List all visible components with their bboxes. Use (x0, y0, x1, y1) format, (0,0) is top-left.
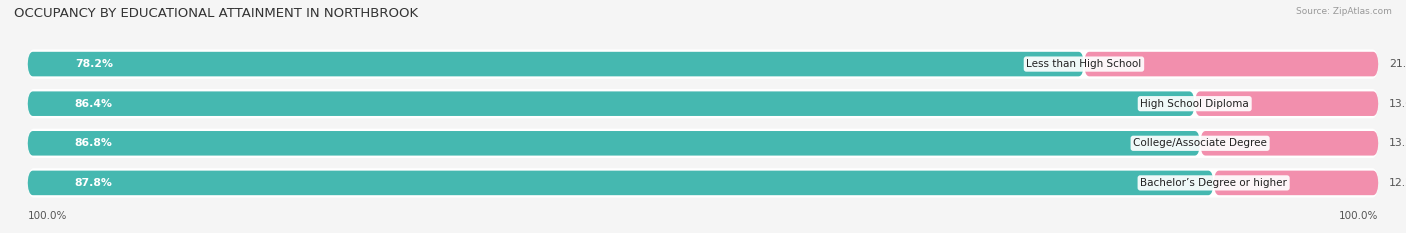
FancyBboxPatch shape (1195, 91, 1378, 116)
FancyBboxPatch shape (28, 52, 1084, 76)
Text: 13.6%: 13.6% (1389, 99, 1406, 109)
Text: 86.4%: 86.4% (75, 99, 112, 109)
Text: College/Associate Degree: College/Associate Degree (1133, 138, 1267, 148)
FancyBboxPatch shape (1213, 171, 1378, 195)
FancyBboxPatch shape (28, 131, 1201, 156)
Text: 78.2%: 78.2% (75, 59, 112, 69)
FancyBboxPatch shape (1084, 52, 1378, 76)
Text: 100.0%: 100.0% (1339, 211, 1378, 221)
FancyBboxPatch shape (28, 171, 1213, 195)
Text: Bachelor’s Degree or higher: Bachelor’s Degree or higher (1140, 178, 1286, 188)
Text: 21.8%: 21.8% (1389, 59, 1406, 69)
FancyBboxPatch shape (28, 129, 1378, 158)
FancyBboxPatch shape (1201, 131, 1378, 156)
FancyBboxPatch shape (28, 168, 1378, 198)
Text: High School Diploma: High School Diploma (1140, 99, 1249, 109)
Text: 86.8%: 86.8% (75, 138, 112, 148)
Text: Source: ZipAtlas.com: Source: ZipAtlas.com (1296, 7, 1392, 16)
Text: 100.0%: 100.0% (28, 211, 67, 221)
Text: Less than High School: Less than High School (1026, 59, 1142, 69)
FancyBboxPatch shape (28, 91, 1195, 116)
FancyBboxPatch shape (28, 49, 1378, 79)
Text: OCCUPANCY BY EDUCATIONAL ATTAINMENT IN NORTHBROOK: OCCUPANCY BY EDUCATIONAL ATTAINMENT IN N… (14, 7, 418, 20)
FancyBboxPatch shape (28, 89, 1378, 118)
Text: 87.8%: 87.8% (75, 178, 112, 188)
Text: 13.2%: 13.2% (1389, 138, 1406, 148)
Text: 12.2%: 12.2% (1389, 178, 1406, 188)
